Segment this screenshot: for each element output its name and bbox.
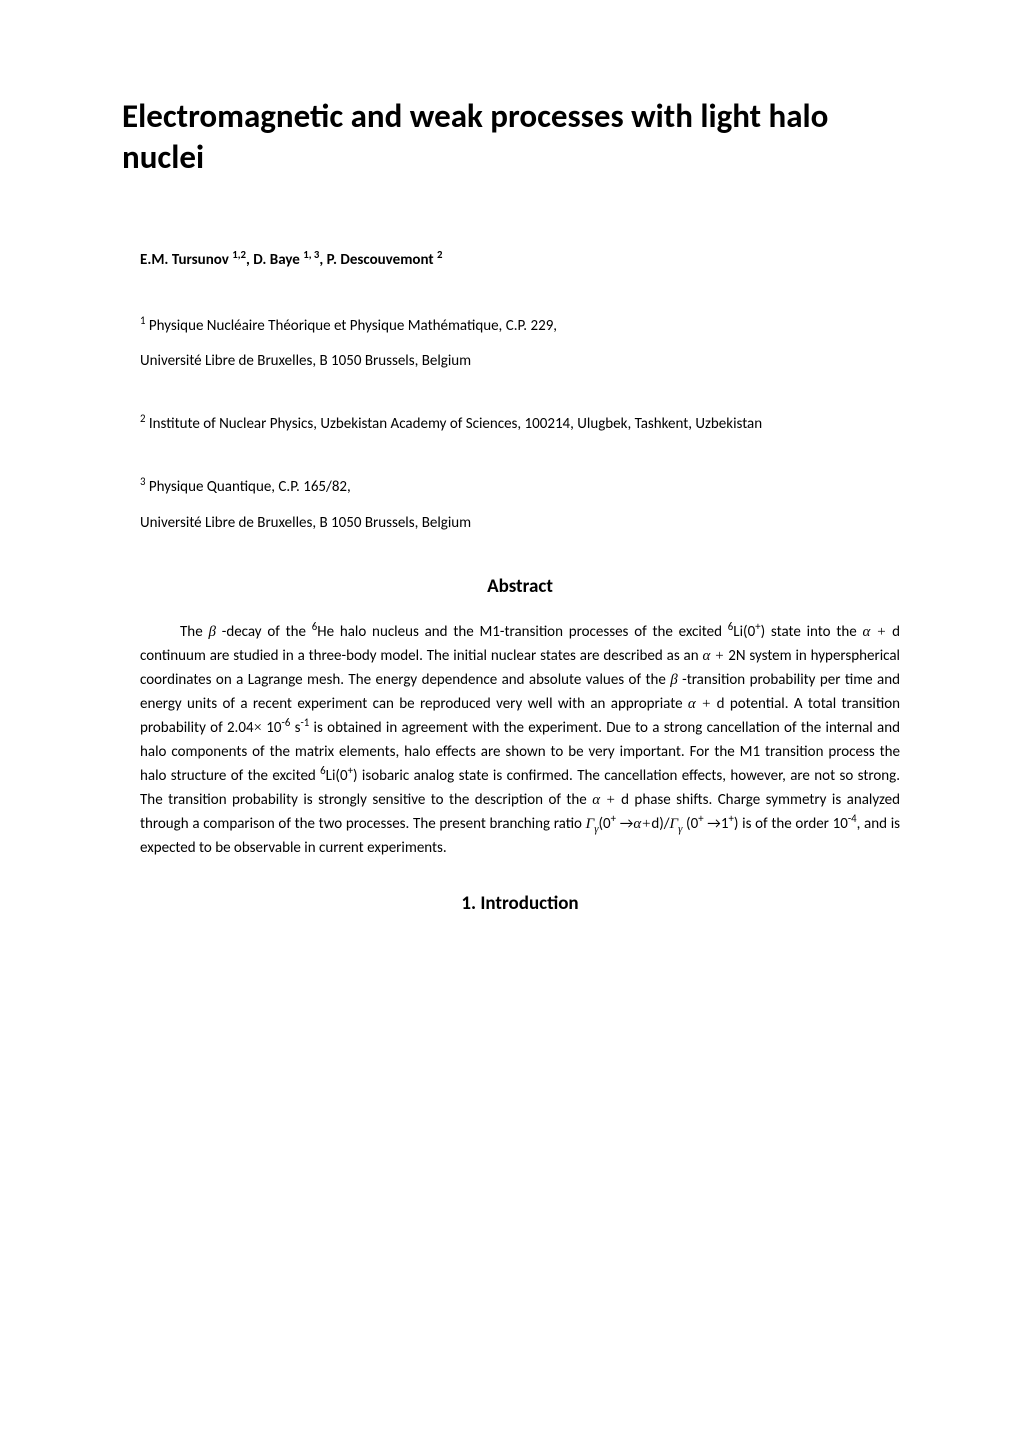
paper-title: Electromagnetic and weak processes with … xyxy=(122,96,900,179)
affiliation-block: 2 Institute of Nuclear Physics, Uzbekist… xyxy=(140,413,900,436)
affiliation-block: 3 Physique Quantique, C.P. 165/82, Univer… xyxy=(140,476,900,535)
affiliations: 1 Physique Nucléaire Théorique et Physiq… xyxy=(140,315,900,535)
abstract-heading: Abstract xyxy=(140,575,900,598)
affiliation-line: 1 Physique Nucléaire Théorique et Physiq… xyxy=(140,315,900,338)
affiliation-line: 3 Physique Quantique, C.P. 165/82, xyxy=(140,476,900,499)
affiliation-line: 2 Institute of Nuclear Physics, Uzbekist… xyxy=(140,413,900,436)
affiliation-block: 1 Physique Nucléaire Théorique et Physiq… xyxy=(140,315,900,374)
affiliation-line: Université Libre de Bruxelles, B 1050 Br… xyxy=(140,350,900,373)
abstract-body: The β -decay of the 6He halo nucleus and… xyxy=(140,620,900,860)
affiliation-line: Université Libre de Bruxelles, B 1050 Br… xyxy=(140,512,900,535)
introduction-heading: 1. Introduction xyxy=(140,892,900,915)
author-line: E.M. Tursunov 1,2, D. Baye 1, 3, P. Desc… xyxy=(140,251,900,269)
